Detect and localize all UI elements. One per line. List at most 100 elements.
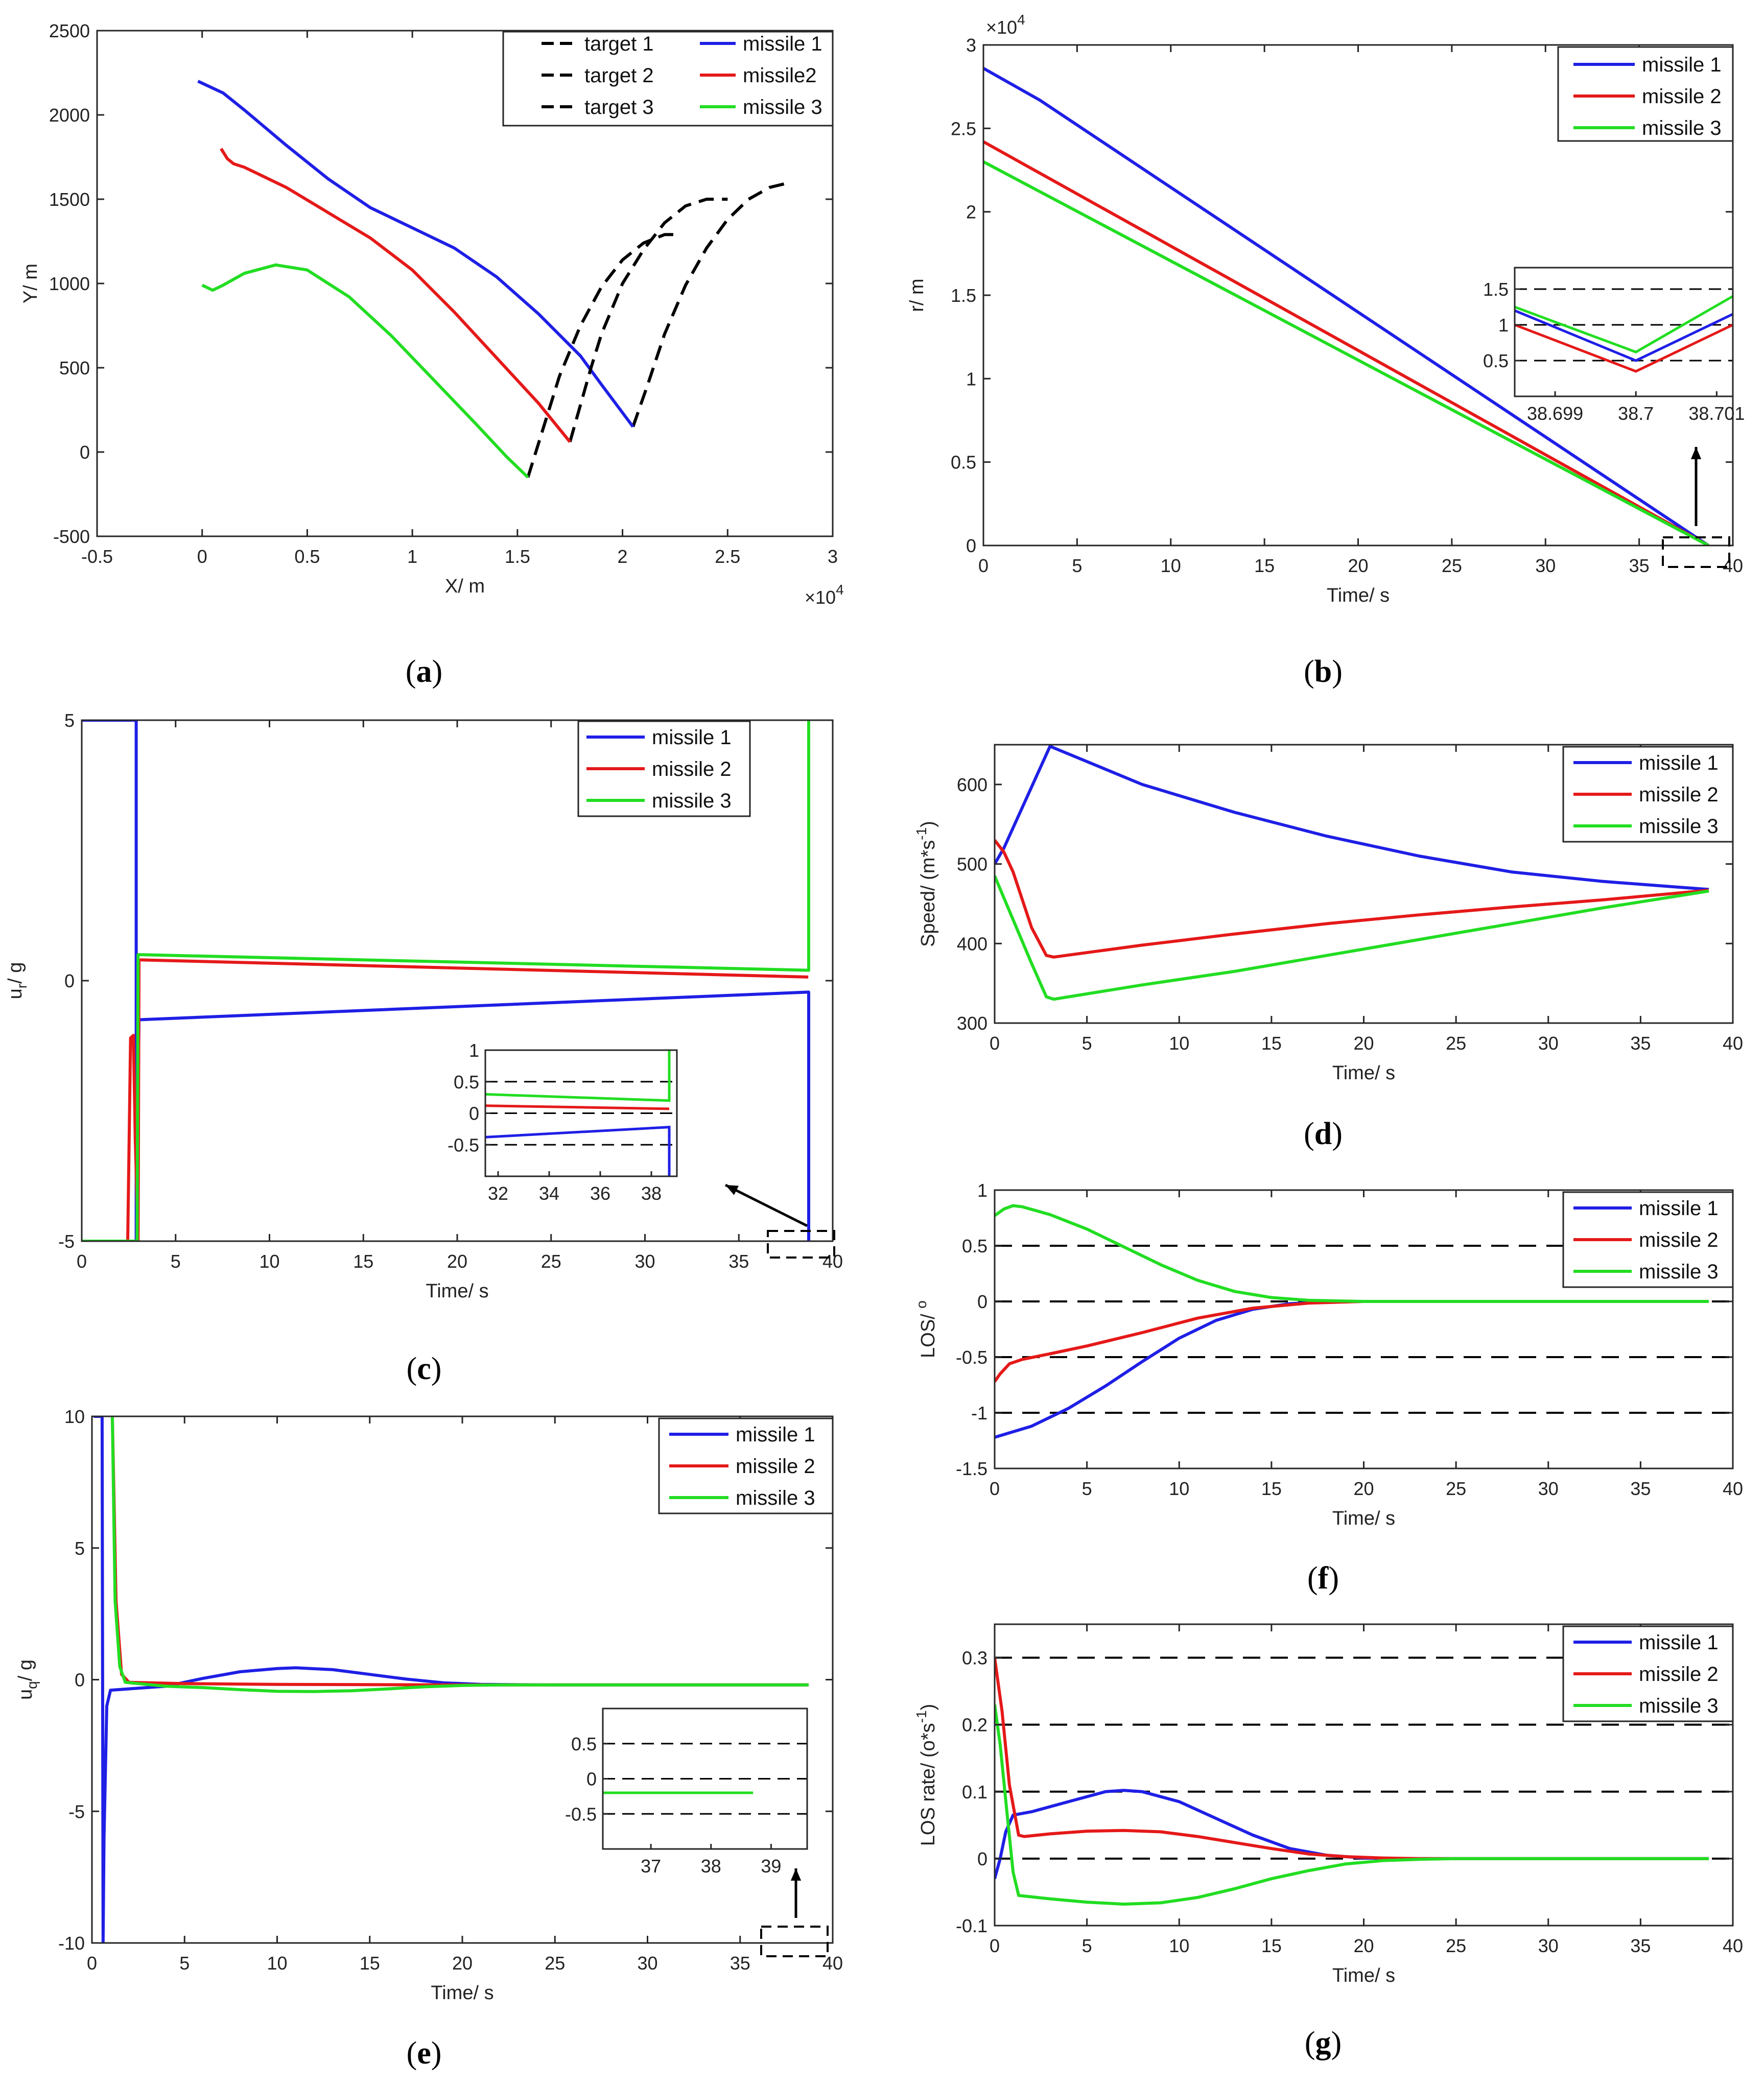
- x-axis-label: Time/ s: [1332, 1062, 1395, 1084]
- panel-caption: (f): [1307, 1561, 1339, 1596]
- x-tick-label: 30: [1535, 555, 1556, 576]
- inset-x-tick-label: 38: [701, 1856, 721, 1877]
- y-axis-label: uq/ g: [15, 1659, 40, 1700]
- x-tick-label: 0: [978, 555, 989, 576]
- y-tick-label: 2500: [49, 20, 90, 41]
- series-line-missile-2: [995, 1300, 1709, 1383]
- x-tick-label: 0: [87, 1953, 97, 1974]
- inset-y-tick-label: 0: [586, 1769, 597, 1790]
- x-tick-label: 5: [171, 1251, 181, 1272]
- panel-caption: (a): [406, 654, 442, 689]
- x-tick-label: 35: [730, 1953, 750, 1974]
- legend: target 1 missile 1 target 2 missile2 target …: [502, 31, 834, 127]
- zoom-region-box: [760, 1926, 829, 1957]
- y-tick-label: -0.1: [956, 1915, 987, 1936]
- zoom-arrow-head: [1690, 447, 1702, 459]
- y-tick-label: 1500: [49, 189, 90, 210]
- x-axis-label: Time/ s: [1332, 1508, 1395, 1529]
- x-tick-label: 35: [1629, 555, 1650, 576]
- x-tick-label: 20: [447, 1251, 467, 1272]
- x-tick-label: 15: [1261, 1935, 1282, 1956]
- inset-x-tick-label: 38: [641, 1183, 662, 1204]
- y-tick-label: 5: [64, 710, 75, 731]
- y-tick-label: 0.5: [951, 452, 976, 473]
- x-tick-label: 0: [990, 1033, 1000, 1054]
- inset-zoom: 32 34 36 38 -0.5 0 0.5 1: [448, 1040, 678, 1204]
- inset-series-line: [485, 1104, 670, 1110]
- series-line-missile-2: [995, 839, 1709, 959]
- y-tick-label: 0.1: [962, 1782, 987, 1803]
- y-tick-label: 0: [966, 535, 976, 556]
- inset-y-tick-label: -0.5: [565, 1804, 597, 1824]
- series-line-missile-1: [995, 1789, 1709, 1879]
- x-tick-label: 15: [1254, 555, 1275, 576]
- legend-label: missile 1: [652, 726, 732, 749]
- x-tick-label: 40: [1723, 1478, 1743, 1499]
- inset-y-tick-label: 1: [469, 1040, 479, 1061]
- zoom-arrow: [724, 1183, 808, 1227]
- x-tick-label: -0.5: [81, 546, 113, 567]
- y-tick-label: 0: [80, 442, 90, 463]
- x-tick-label: 10: [1169, 1478, 1189, 1499]
- series-line-target-3: [526, 233, 675, 478]
- x-tick-label: 35: [1630, 1935, 1651, 1956]
- y-axis-label: r/ m: [906, 278, 928, 312]
- x-tick-label: 30: [1538, 1033, 1559, 1054]
- x-tick-label: 40: [822, 1953, 843, 1974]
- inset-series-line: [1515, 295, 1733, 353]
- x-tick-label: 35: [728, 1251, 749, 1272]
- y-tick-label: 1000: [49, 273, 90, 294]
- legend-label: missile 3: [1639, 1261, 1719, 1283]
- legend: missile 1 missile 2 missile 3: [1562, 1625, 1734, 1722]
- legend: missile 1 missile 2 missile 3: [1557, 46, 1734, 142]
- legend-label: missile 2: [736, 1455, 815, 1478]
- legend-label: target 3: [584, 96, 654, 118]
- y-exponent-label: ×104: [986, 12, 1025, 38]
- chart-f: 0 5 10 15 20 25 30 35 40 -1.5 -1 -0.5 0 0.5 1 Time/ s LO…: [913, 1180, 1743, 1596]
- x-axis-label: X/ m: [445, 576, 485, 597]
- chart-b: 0 5 10 15 20 25 30 35 40 0 0.5 1 1.5 2 2.5 3 Time/ s r/ m…: [906, 12, 1745, 689]
- legend-label: missile 1: [1639, 1631, 1719, 1654]
- series-line-missile-3: [110, 1416, 809, 1693]
- legend-label: missile 2: [1639, 784, 1719, 806]
- series-line-missile-2: [983, 140, 1709, 546]
- y-tick-label: -0.5: [956, 1347, 987, 1368]
- legend-label: missile 3: [652, 790, 732, 812]
- legend: missile 1 missile 2 missile 3: [1562, 746, 1734, 843]
- x-tick-label: 0: [197, 546, 207, 567]
- inset-series-line: [485, 1126, 671, 1176]
- inset-x-tick-label: 37: [641, 1856, 661, 1877]
- x-tick-label: 5: [1082, 1033, 1092, 1054]
- panel-caption: (d): [1304, 1117, 1343, 1151]
- x-tick-label: 35: [1630, 1033, 1651, 1054]
- x-axis-label: Time/ s: [1332, 1965, 1395, 1986]
- inset-series-line: [485, 1050, 671, 1102]
- legend-label: missile 2: [1639, 1229, 1719, 1251]
- zoom-region-box: [767, 1230, 835, 1259]
- x-tick-label: 25: [1446, 1478, 1466, 1499]
- legend-label: missile 2: [1642, 85, 1722, 108]
- y-tick-label: 2.5: [951, 118, 976, 139]
- x-tick-label: 40: [822, 1251, 843, 1272]
- x-tick-label: 10: [1169, 1935, 1189, 1956]
- x-tick-label: 15: [353, 1251, 373, 1272]
- x-tick-label: 40: [1723, 1935, 1743, 1956]
- legend-label: missile 1: [743, 33, 822, 55]
- y-tick-label: 3: [966, 35, 976, 56]
- x-tick-label: 25: [1442, 555, 1462, 576]
- inset-x-tick-label: 32: [488, 1183, 508, 1204]
- x-tick-label: 5: [1082, 1478, 1092, 1499]
- y-tick-label: 0: [977, 1291, 987, 1312]
- y-tick-label: 0: [977, 1848, 987, 1869]
- x-tick-label: 1: [407, 546, 417, 567]
- inset-x-tick-label: 38.699: [1527, 403, 1583, 424]
- y-tick-label: 500: [957, 854, 987, 875]
- series-line-missile-1: [995, 745, 1709, 891]
- inset-x-tick-label: 36: [590, 1183, 610, 1204]
- panel-caption: (g): [1305, 2026, 1342, 2060]
- series-line-target-2: [568, 198, 728, 443]
- y-tick-label: 0.5: [962, 1236, 987, 1256]
- y-axis-label: Y/ m: [20, 264, 41, 303]
- inset-x-tick-label: 38.701: [1688, 403, 1745, 424]
